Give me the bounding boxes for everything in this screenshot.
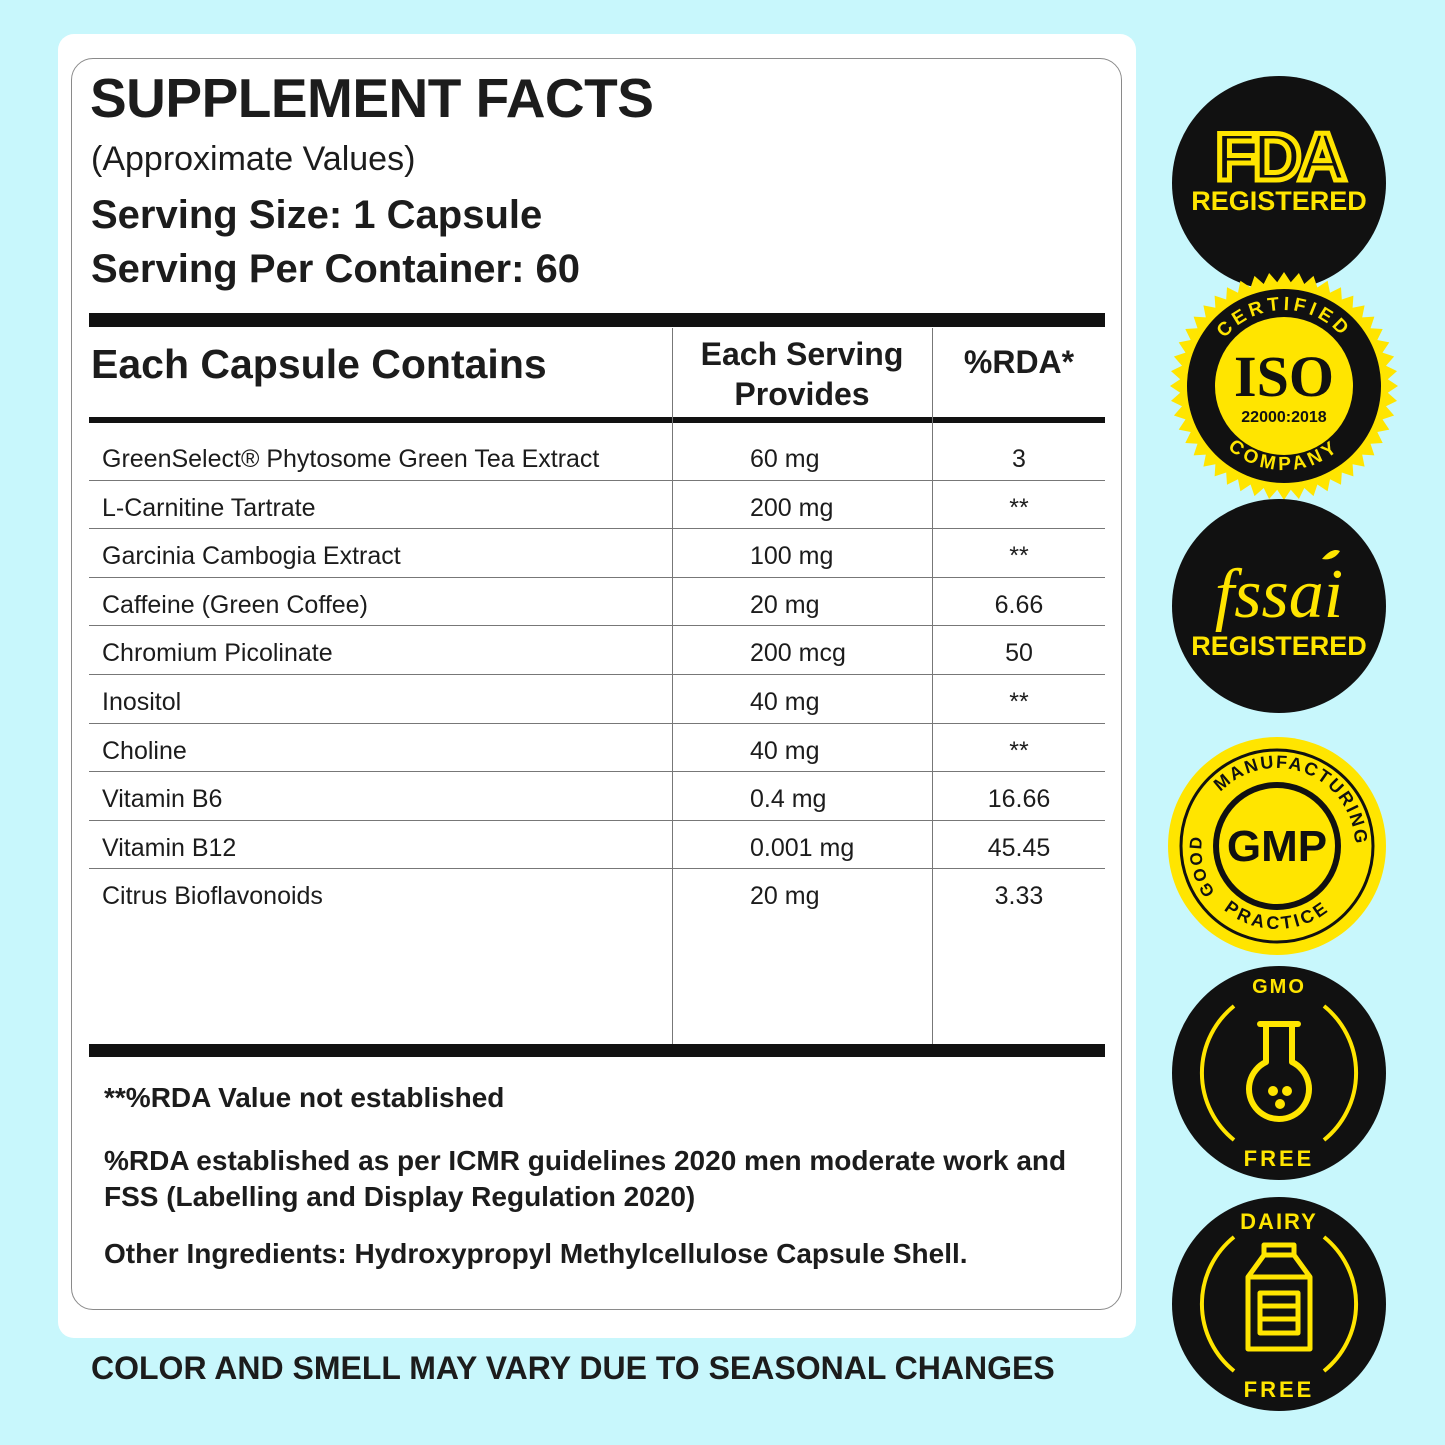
ingredient-name: L-Carnitine Tartrate <box>102 493 316 522</box>
ingredient-amount: 60 mg <box>750 445 820 473</box>
ingredient-rda: 50 <box>1005 639 1033 668</box>
ingredient-rda: 16.66 <box>987 785 1051 814</box>
svg-text:22000:2018: 22000:2018 <box>1241 409 1327 426</box>
table-row: Vitamin B12 0.001 mg 45.45 <box>89 821 1105 869</box>
table-header-rule <box>89 417 1105 423</box>
row-divider <box>89 576 1105 578</box>
svg-text:GMO: GMO <box>1252 976 1306 998</box>
svg-text:fssai: fssai <box>1215 556 1343 633</box>
gmo-free-badge: GMO FREE <box>1172 966 1386 1180</box>
gmp-badge: MANUFACTURING PRACTICE GOOD GMP <box>1168 737 1386 955</box>
fssai-logo-icon: fssai REGISTERED <box>1172 499 1386 713</box>
ingredient-amount: 0.001 mg <box>750 833 855 862</box>
serving-size: Serving Size: 1 Capsule <box>91 193 543 237</box>
table-row: Vitamin B6 0.4 mg 16.66 <box>89 772 1105 820</box>
ingredient-amount: 20 mg <box>750 882 820 911</box>
ingredient-amount: 0.4 mg <box>750 785 827 814</box>
row-divider <box>89 674 1105 675</box>
table-row: GreenSelect® Phytosome Green Tea Extract… <box>89 432 1105 480</box>
column-header-provides: Each Serving Provides <box>700 336 904 412</box>
ingredient-name: Inositol <box>102 688 182 716</box>
ingredient-rda: 6.66 <box>994 590 1044 619</box>
ingredient-rda: ** <box>1009 542 1029 571</box>
fssai-registered-badge: fssai REGISTERED <box>1172 499 1386 713</box>
svg-text:DAIRY: DAIRY <box>1240 1209 1318 1234</box>
svg-text:REGISTERED: REGISTERED <box>1191 186 1367 216</box>
ingredient-amount: 200 mg <box>750 493 834 522</box>
column-divider <box>932 328 933 1044</box>
gmp-seal-icon: MANUFACTURING PRACTICE GOOD GMP <box>1168 737 1386 955</box>
table-row: Chromium Picolinate 200 mcg 50 <box>89 626 1105 674</box>
column-header-rda: %RDA* <box>963 344 1075 380</box>
table-row: Choline 40 mg ** <box>89 724 1105 772</box>
row-divider <box>89 625 1105 627</box>
row-divider <box>89 868 1105 870</box>
row-divider <box>89 771 1105 773</box>
ingredient-amount: 20 mg <box>750 590 820 619</box>
facts-card <box>58 34 1136 1338</box>
iso-seal-icon: CERTIFIED COMPANY ISO 22000:2018 <box>1170 272 1398 500</box>
ingredient-name: Vitamin B6 <box>102 785 223 814</box>
row-divider <box>89 479 1105 481</box>
table-row: L-Carnitine Tartrate 200 mg ** <box>89 481 1105 529</box>
ingredient-rda: 45.45 <box>987 833 1051 862</box>
ingredient-amount: 40 mg <box>750 688 820 716</box>
table-row: Garcinia Cambogia Extract 100 mg ** <box>89 529 1105 577</box>
ingredient-name: Chromium Picolinate <box>102 639 333 668</box>
ingredient-amount: 200 mcg <box>750 639 846 668</box>
ingredient-name: Garcinia Cambogia Extract <box>102 542 401 571</box>
dairy-free-badge: DAIRY FREE <box>1172 1197 1386 1411</box>
facts-subtitle: (Approximate Values) <box>91 140 416 178</box>
svg-text:ISO: ISO <box>1234 344 1334 409</box>
ingredient-rda: ** <box>1009 736 1029 765</box>
svg-text:REGISTERED: REGISTERED <box>1191 631 1367 661</box>
row-divider <box>89 528 1105 530</box>
ingredient-name: Citrus Bioflavonoids <box>102 882 323 911</box>
ingredient-name: Choline <box>102 736 187 765</box>
row-divider <box>89 819 1105 821</box>
rda-basis-note: %RDA established as per ICMR guidelines … <box>104 1145 1067 1212</box>
table-row: Inositol 40 mg ** <box>89 675 1105 723</box>
table-bottom-rule <box>89 1044 1105 1057</box>
ingredient-amount: 100 mg <box>750 542 834 571</box>
iso-certified-badge: CERTIFIED COMPANY ISO 22000:2018 <box>1170 272 1398 500</box>
rda-not-established-note: **%RDA Value not established <box>104 1082 505 1113</box>
seasonal-disclaimer: COLOR AND SMELL MAY VARY DUE TO SEASONAL… <box>91 1350 1055 1386</box>
fda-logo-icon: FDA REGISTERED <box>1172 76 1386 290</box>
row-divider <box>89 722 1105 724</box>
column-header-contains: Each Capsule Contains <box>91 341 547 387</box>
svg-text:FDA: FDA <box>1215 119 1346 195</box>
ingredient-rda: 3 <box>1012 445 1026 473</box>
ingredient-rda: ** <box>1009 493 1029 522</box>
table-top-rule <box>89 313 1105 327</box>
svg-text:FREE: FREE <box>1244 1146 1315 1171</box>
ingredient-name: Vitamin B12 <box>102 833 237 862</box>
facts-title: SUPPLEMENT FACTS <box>90 67 654 129</box>
serving-per-container: Serving Per Container: 60 <box>91 247 581 291</box>
ingredient-rda: ** <box>1009 688 1029 716</box>
column-divider <box>672 328 673 1044</box>
fda-registered-badge: FDA REGISTERED <box>1172 76 1386 290</box>
svg-text:FREE: FREE <box>1244 1377 1315 1402</box>
milk-carton-icon: DAIRY FREE <box>1172 1197 1386 1411</box>
ingredient-rda: 3.33 <box>994 882 1044 911</box>
ingredient-amount: 40 mg <box>750 736 820 765</box>
table-row: Caffeine (Green Coffee) 20 mg 6.66 <box>89 578 1105 626</box>
facts-panel-border <box>71 58 1122 1310</box>
ingredient-name: Caffeine (Green Coffee) <box>102 590 368 619</box>
table-row: Citrus Bioflavonoids 20 mg 3.33 <box>89 869 1105 917</box>
flask-icon: GMO FREE <box>1172 966 1386 1180</box>
svg-text:GMP: GMP <box>1227 822 1327 871</box>
other-ingredients-note: Other Ingredients: Hydroxypropyl Methylc… <box>104 1238 968 1269</box>
ingredient-name: GreenSelect® Phytosome Green Tea Extract <box>102 445 600 473</box>
